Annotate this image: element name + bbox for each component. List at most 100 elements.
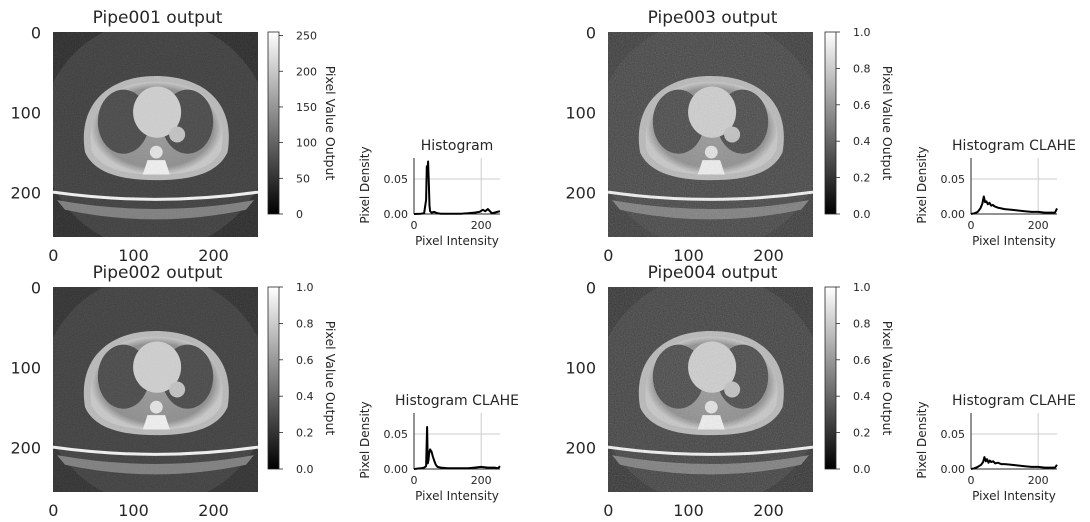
histogram-y-tick-label: 0.05 bbox=[941, 173, 966, 186]
x-tick-label: 200 bbox=[753, 501, 784, 520]
colorbar-tick-label: 250 bbox=[296, 30, 317, 43]
y-tick-label: 200 bbox=[565, 439, 596, 458]
colorbar bbox=[267, 31, 280, 215]
histogram-x-tick-label: 0 bbox=[968, 219, 975, 232]
histogram-x-tick-label: 200 bbox=[1028, 219, 1049, 232]
colorbar-tick-label: 0.8 bbox=[296, 317, 314, 330]
y-tick-label: 0 bbox=[31, 278, 41, 297]
colorbar-tick-label: 0.6 bbox=[853, 354, 871, 367]
panel-pipe003: Pipe003 output 0 100 200 0 100 200 0.0 0.2 0.4 0.6… bbox=[565, 8, 1076, 265]
colorbar-tick-label: 50 bbox=[296, 172, 310, 185]
colorbar-tick-label: 0 bbox=[296, 208, 303, 221]
histogram-line bbox=[970, 456, 1058, 470]
panel-title: Pipe003 output bbox=[648, 8, 778, 28]
panel-title: Pipe002 output bbox=[93, 263, 223, 283]
histogram-title: Histogram CLAHE bbox=[952, 393, 1076, 409]
x-tick-label: 0 bbox=[603, 246, 613, 265]
histogram-y-tick-label: 0.05 bbox=[384, 428, 409, 441]
histogram: 0 200 0.00 0.05 Histogram CLAHE Pixel Intensi… bbox=[915, 393, 1076, 503]
histogram: 0 200 0.00 0.05 Histogram Pixel Intensity Pixe… bbox=[358, 138, 501, 248]
x-tick-label: 100 bbox=[673, 246, 704, 265]
histogram-ylabel: Pixel Density bbox=[358, 146, 372, 223]
colorbar-tick-label: 0.0 bbox=[296, 463, 314, 476]
ct-image bbox=[53, 32, 258, 237]
histogram-x-tick-label: 0 bbox=[411, 474, 418, 487]
histogram-title: Histogram bbox=[421, 138, 494, 154]
histogram-xlabel: Pixel Intensity bbox=[972, 489, 1056, 503]
colorbar bbox=[824, 31, 837, 215]
histogram-ylabel: Pixel Density bbox=[358, 401, 372, 478]
x-tick-label: 0 bbox=[48, 246, 58, 265]
colorbar-tick-label: 200 bbox=[296, 65, 317, 78]
colorbar-tick-label: 150 bbox=[296, 101, 317, 114]
colorbar-tick-label: 0.8 bbox=[853, 317, 871, 330]
histogram-x-tick-label: 0 bbox=[411, 219, 418, 232]
histogram-x-tick-label: 200 bbox=[1028, 474, 1049, 487]
colorbar-label: Pixel Value Output bbox=[880, 66, 895, 181]
histogram: 0 200 0.00 0.05 Histogram CLAHE Pixel Intensi… bbox=[915, 138, 1076, 248]
colorbar-tick-label: 1.0 bbox=[296, 281, 314, 294]
histogram-ylabel: Pixel Density bbox=[915, 401, 929, 478]
histogram-xlabel: Pixel Intensity bbox=[415, 489, 499, 503]
histogram-title: Histogram CLAHE bbox=[395, 393, 519, 409]
image-noise bbox=[53, 287, 258, 492]
colorbar-tick-label: 1.0 bbox=[853, 281, 871, 294]
y-tick-label: 0 bbox=[586, 278, 596, 297]
histogram-xlabel: Pixel Intensity bbox=[972, 234, 1056, 248]
colorbar-tick-label: 0.4 bbox=[853, 135, 871, 148]
y-tick-label: 100 bbox=[565, 103, 596, 122]
colorbar-tick-label: 0.6 bbox=[853, 99, 871, 112]
histogram-y-tick-label: 0.00 bbox=[384, 463, 409, 476]
colorbar-tick-label: 0.4 bbox=[296, 390, 314, 403]
y-tick-label: 0 bbox=[586, 23, 596, 42]
panel-pipe001: Pipe001 output 0 100 200 0 100 200 0 50 100 150 200… bbox=[10, 8, 501, 265]
colorbar-tick-label: 0.0 bbox=[853, 208, 871, 221]
histogram-x-tick-label: 200 bbox=[471, 219, 492, 232]
colorbar-tick-label: 0.8 bbox=[853, 62, 871, 75]
histogram-y-tick-label: 0.00 bbox=[941, 463, 966, 476]
panel-pipe002: Pipe002 output 0 100 200 0 100 200 0.0 0.2 0.4 0.6… bbox=[10, 263, 519, 520]
histogram-y-tick-label: 0.00 bbox=[941, 208, 966, 221]
x-tick-label: 0 bbox=[603, 501, 613, 520]
histogram-x-tick-label: 200 bbox=[471, 474, 492, 487]
colorbar-tick-label: 100 bbox=[296, 137, 317, 150]
histogram-line bbox=[413, 160, 501, 215]
x-tick-label: 0 bbox=[48, 501, 58, 520]
histogram-ylabel: Pixel Density bbox=[915, 146, 929, 223]
histogram-line bbox=[413, 426, 501, 470]
ct-image bbox=[608, 32, 813, 237]
panel-title: Pipe001 output bbox=[93, 8, 223, 28]
y-tick-label: 100 bbox=[565, 358, 596, 377]
histogram-y-tick-label: 0.05 bbox=[941, 428, 966, 441]
panel-pipe004: Pipe004 output 0 100 200 0 100 200 0.0 0.2 0.4 0.6… bbox=[565, 263, 1076, 520]
histogram-y-tick-label: 0.05 bbox=[384, 173, 409, 186]
colorbar-tick-label: 1.0 bbox=[853, 26, 871, 39]
y-tick-label: 100 bbox=[10, 358, 41, 377]
colorbar-tick-label: 0.2 bbox=[296, 427, 314, 440]
colorbar-tick-label: 0.2 bbox=[853, 172, 871, 185]
y-tick-label: 100 bbox=[10, 103, 41, 122]
y-tick-label: 200 bbox=[10, 184, 41, 203]
histogram: 0 200 0.00 0.05 Histogram CLAHE Pixel Intensi… bbox=[358, 393, 519, 503]
colorbar bbox=[824, 286, 837, 470]
image-noise bbox=[53, 32, 258, 237]
image-noise bbox=[608, 287, 813, 492]
panel-title: Pipe004 output bbox=[648, 263, 778, 283]
colorbar-label: Pixel Value Output bbox=[880, 321, 895, 436]
x-tick-label: 200 bbox=[198, 501, 229, 520]
histogram-x-tick-label: 0 bbox=[968, 474, 975, 487]
colorbar-label: Pixel Value Output bbox=[323, 66, 338, 181]
x-tick-label: 100 bbox=[673, 501, 704, 520]
histogram-y-tick-label: 0.00 bbox=[384, 208, 409, 221]
colorbar-tick-label: 0.0 bbox=[853, 463, 871, 476]
x-tick-label: 200 bbox=[753, 246, 784, 265]
y-tick-label: 0 bbox=[31, 23, 41, 42]
ct-image bbox=[608, 287, 813, 492]
colorbar bbox=[267, 286, 280, 470]
histogram-line bbox=[970, 195, 1058, 215]
x-tick-label: 200 bbox=[198, 246, 229, 265]
image-noise bbox=[608, 32, 813, 237]
x-tick-label: 100 bbox=[118, 501, 149, 520]
histogram-xlabel: Pixel Intensity bbox=[415, 234, 499, 248]
